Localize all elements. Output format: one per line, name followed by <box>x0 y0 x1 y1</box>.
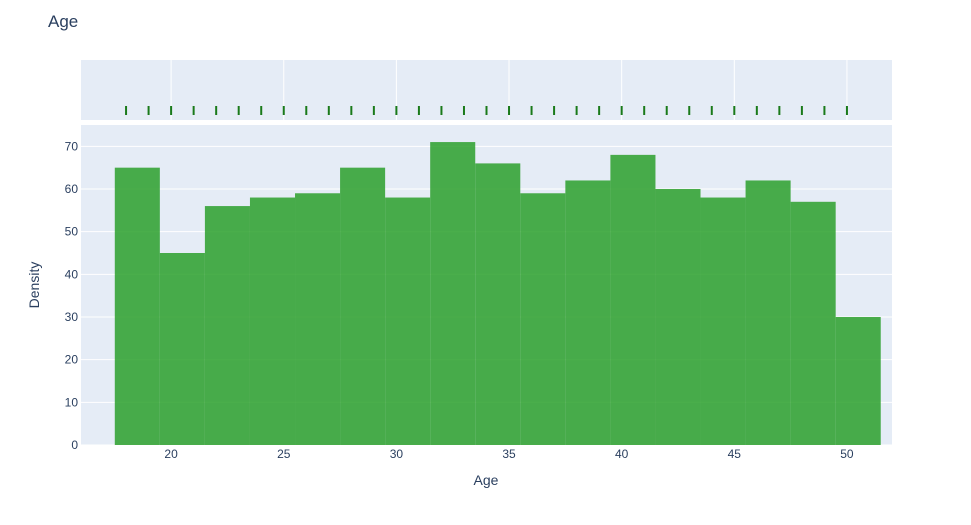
histogram-bar <box>114 167 160 445</box>
histogram-bars <box>114 142 881 446</box>
histogram-bar <box>790 201 836 445</box>
y-axis-title: Density <box>26 262 42 309</box>
y-tick-label: 30 <box>65 310 79 324</box>
x-tick-label: 40 <box>615 447 629 461</box>
histogram-bar <box>204 206 250 445</box>
histogram-bar <box>835 317 881 445</box>
histogram-bar <box>385 197 431 445</box>
histogram-bar <box>700 197 746 445</box>
histogram-bar <box>520 193 566 445</box>
x-tick-label: 25 <box>277 447 291 461</box>
x-axis-title: Age <box>474 472 499 488</box>
rug-marks <box>125 106 848 115</box>
y-tick-label: 40 <box>65 267 79 281</box>
y-tick-label: 60 <box>65 182 79 196</box>
x-axis-tick-labels: 20 25 30 35 40 45 50 <box>164 447 854 461</box>
y-axis-tick-labels: 0 10 20 30 40 50 60 70 <box>65 139 79 452</box>
histogram-bar <box>430 142 476 446</box>
histogram-bar <box>340 167 386 445</box>
histogram-bar <box>745 180 791 445</box>
x-tick-label: 45 <box>728 447 742 461</box>
x-tick-label: 30 <box>390 447 404 461</box>
y-tick-label: 20 <box>65 353 79 367</box>
histogram-bar <box>159 253 205 445</box>
x-tick-label: 35 <box>502 447 516 461</box>
histogram-bar <box>655 189 701 445</box>
histogram-bar <box>475 163 521 445</box>
histogram-bar <box>295 193 341 445</box>
y-tick-label: 70 <box>65 139 79 153</box>
histogram-bar <box>249 197 296 445</box>
y-tick-label: 10 <box>65 395 79 409</box>
histogram-bar <box>610 154 656 445</box>
y-tick-label: 0 <box>71 438 78 452</box>
chart-title: Age <box>48 12 79 31</box>
x-tick-label: 50 <box>840 447 854 461</box>
y-tick-label: 50 <box>65 225 79 239</box>
x-tick-label: 20 <box>164 447 178 461</box>
histogram-bar <box>565 180 611 445</box>
